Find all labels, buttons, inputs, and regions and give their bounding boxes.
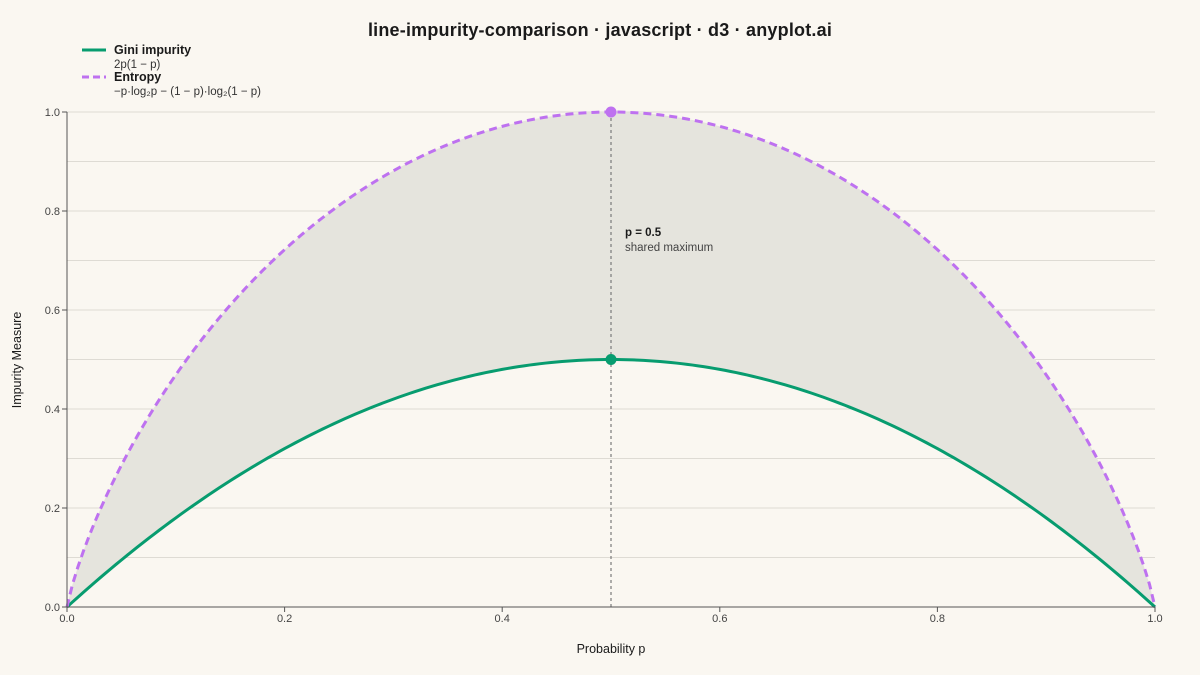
y-axis-ticks: 0.0 0.2 0.4 0.6 0.8 1.0 (45, 107, 67, 614)
y-axis-label: Impurity Measure (10, 312, 24, 409)
legend-entropy-name: Entropy (114, 70, 161, 84)
legend-gini-name: Gini impurity (114, 43, 191, 57)
y-tick-label: 0.6 (45, 305, 60, 317)
y-tick-label: 0.8 (45, 206, 60, 218)
x-axis-label: Probability p (577, 642, 646, 656)
marker-gini-max (605, 354, 617, 365)
legend: Gini impurity 2p(1 − p) Entropy −p·log₂p… (82, 43, 261, 98)
axes (66, 112, 1155, 608)
annotation: p = 0.5 shared maximum (625, 227, 713, 254)
x-tick-label: 0.2 (277, 613, 292, 625)
legend-entropy-formula: −p·log₂p − (1 − p)·log₂(1 − p) (114, 86, 261, 98)
y-tick-label: 0.2 (45, 503, 60, 515)
annotation-label: p = 0.5 (625, 227, 662, 239)
y-tick-label: 0.0 (45, 602, 60, 614)
max-markers (605, 106, 617, 365)
x-tick-label: 0.6 (712, 613, 727, 625)
x-axis-ticks: 0.0 0.2 0.4 0.6 0.8 1.0 (59, 607, 1163, 625)
x-tick-label: 0.0 (59, 613, 74, 625)
y-tick-label: 0.4 (45, 404, 60, 416)
y-tick-label: 1.0 (45, 107, 60, 119)
x-tick-label: 0.8 (930, 613, 945, 625)
x-tick-label: 0.4 (495, 613, 510, 625)
legend-gini-formula: 2p(1 − p) (114, 59, 161, 71)
chart-title: line-impurity-comparison · javascript · … (368, 20, 832, 40)
x-tick-label: 1.0 (1147, 613, 1162, 625)
marker-entropy-max (605, 106, 617, 118)
annotation-sublabel: shared maximum (625, 242, 713, 254)
